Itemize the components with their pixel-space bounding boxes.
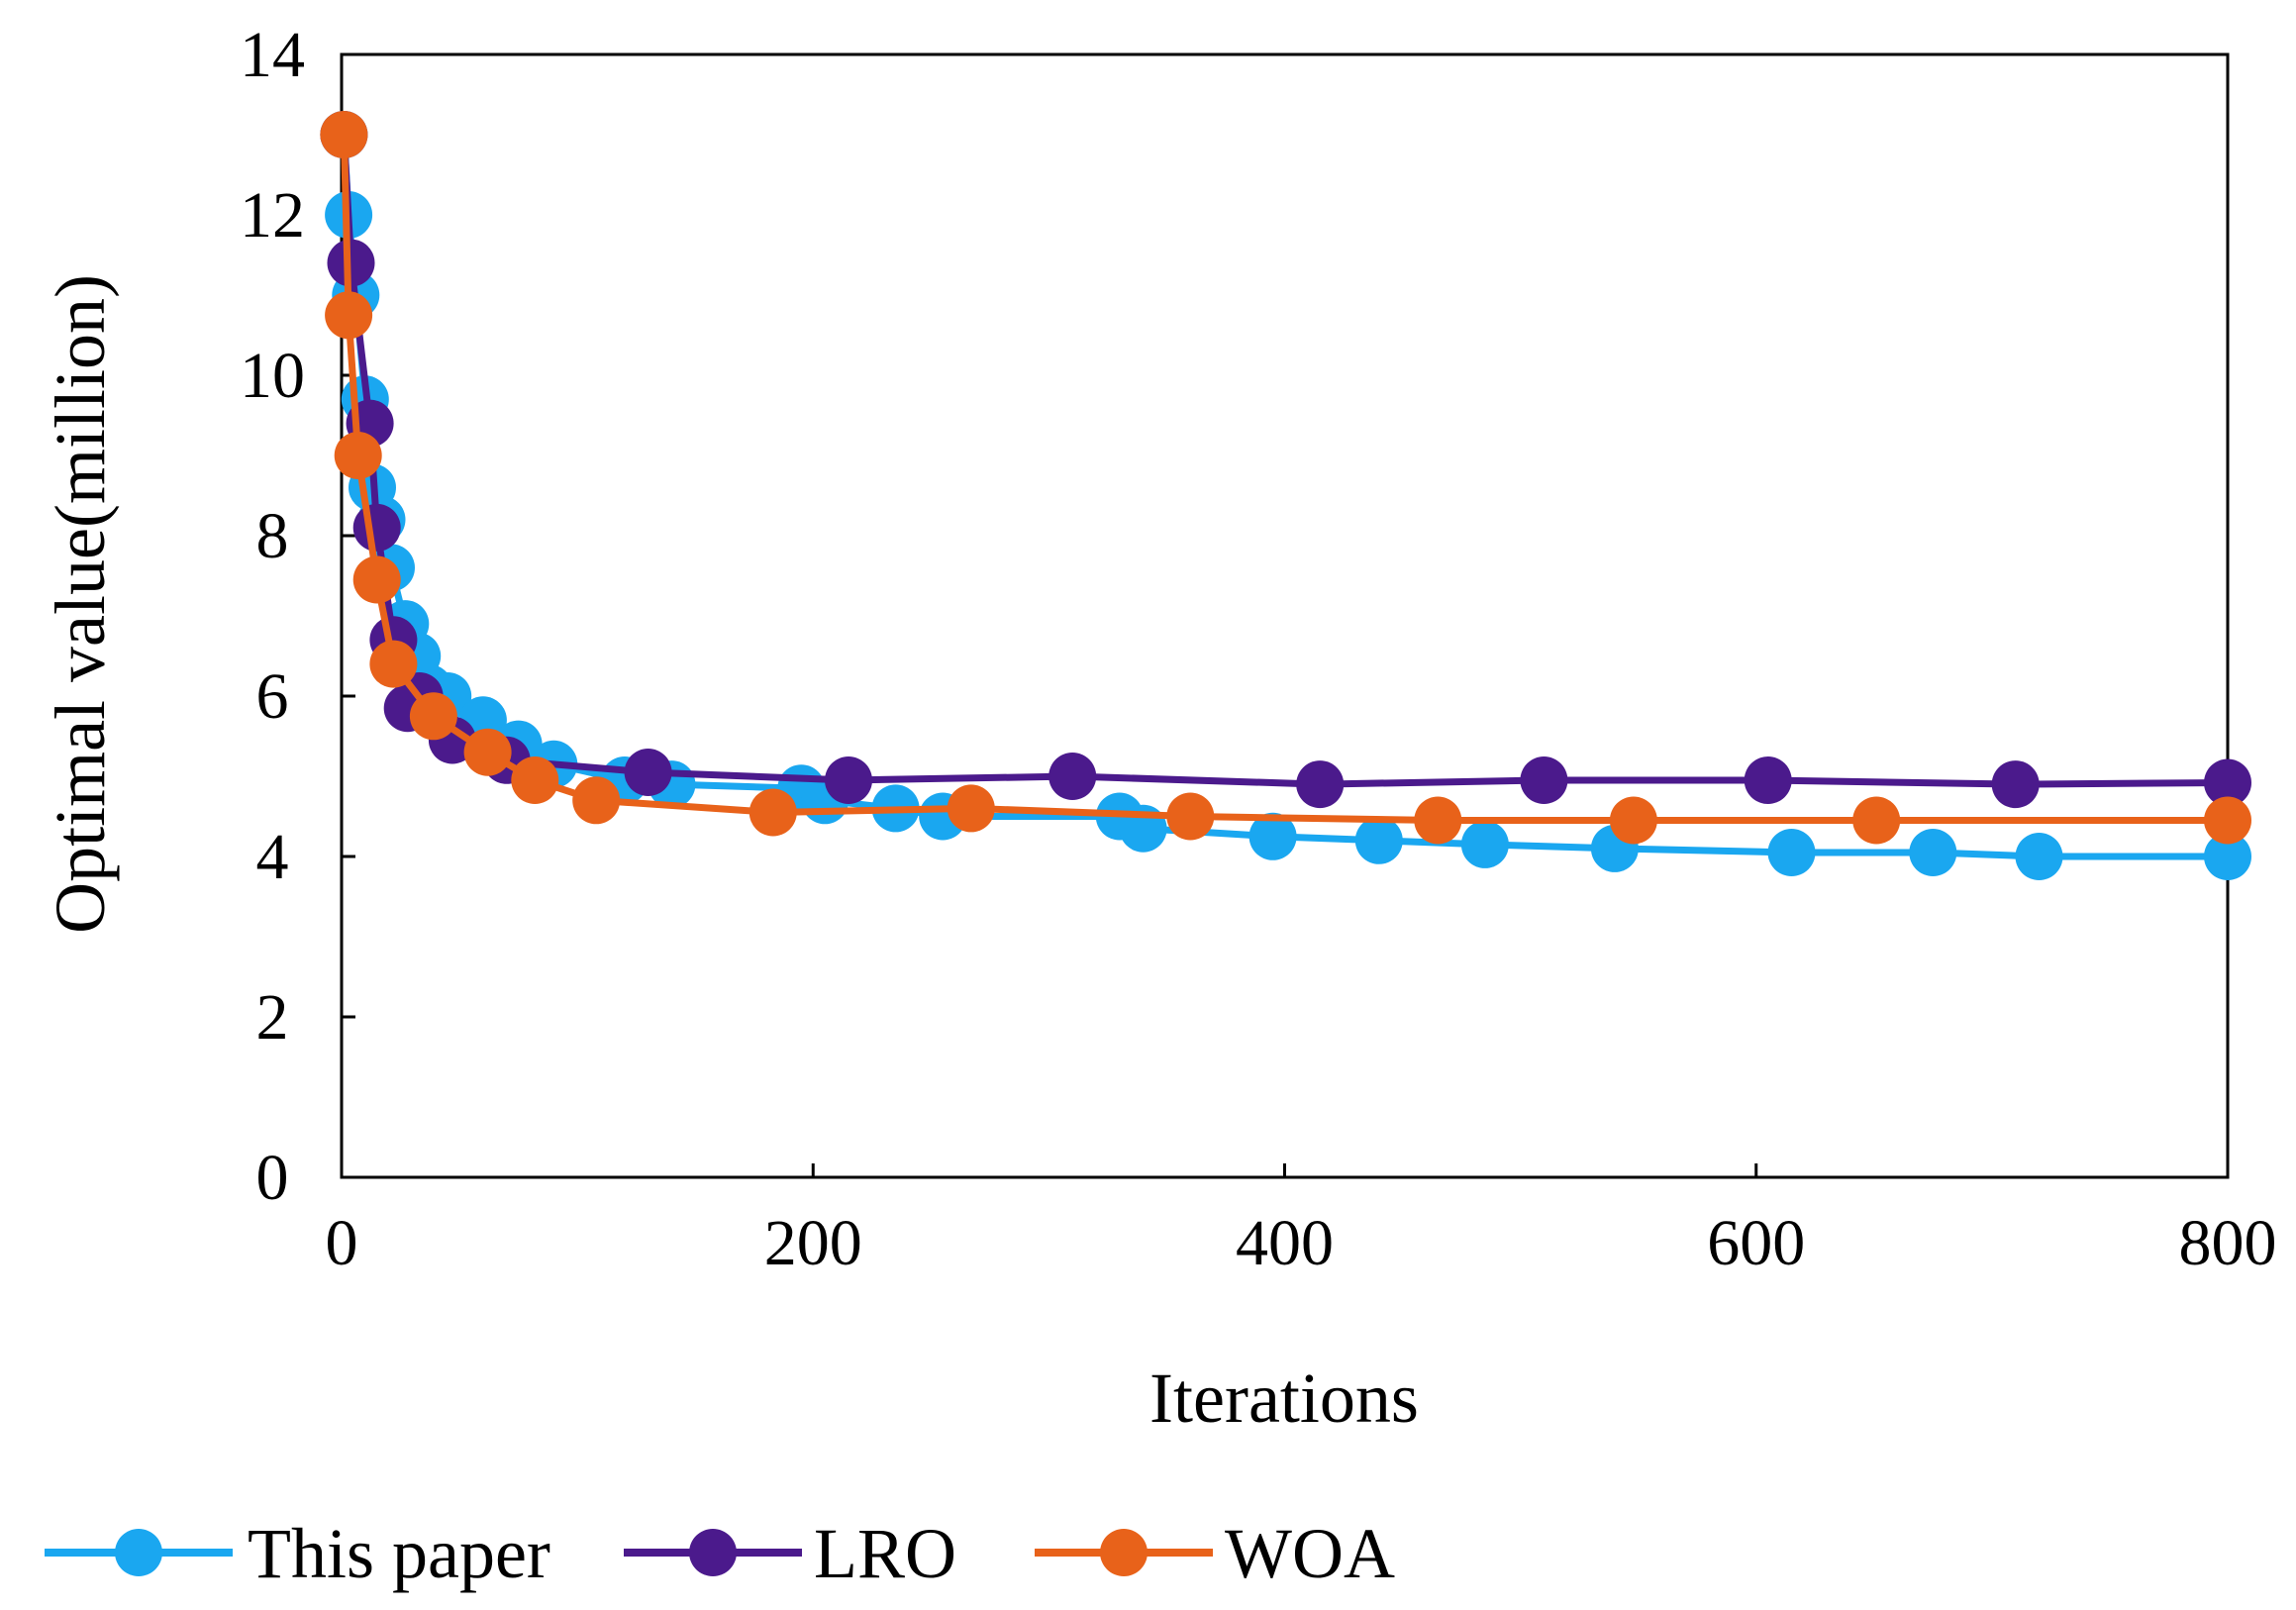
legend-label-woa: WOA bbox=[1225, 1514, 1395, 1593]
y-tick-label: 8 bbox=[256, 500, 289, 572]
series-line-lro bbox=[340, 134, 2229, 788]
data-point-this-paper bbox=[1909, 829, 1957, 876]
data-point-lro bbox=[327, 239, 375, 287]
legend-marker-woa bbox=[1100, 1529, 1148, 1576]
data-point-woa bbox=[749, 788, 797, 837]
x-tick-label: 600 bbox=[1707, 1207, 1805, 1279]
y-axis-ticks: 0 2 4 6 8 10 12 14 bbox=[240, 19, 355, 1214]
data-point-this-paper bbox=[1248, 812, 1297, 860]
data-point-lro bbox=[624, 749, 672, 796]
x-axis-ticks: 0 200 400 600 800 bbox=[326, 1163, 2277, 1279]
y-tick-label: 6 bbox=[256, 660, 289, 733]
data-point-woa bbox=[409, 692, 457, 741]
data-point-lro bbox=[1048, 753, 1097, 800]
data-point-woa bbox=[947, 784, 995, 833]
data-point-woa bbox=[325, 291, 373, 340]
data-point-woa bbox=[334, 432, 382, 479]
data-point-woa bbox=[320, 111, 368, 158]
data-point-woa bbox=[352, 555, 401, 604]
x-tick-label: 400 bbox=[1236, 1207, 1334, 1279]
data-point-this-paper bbox=[1460, 820, 1509, 868]
series-line-woa bbox=[340, 134, 2228, 824]
x-axis-title: Iterations bbox=[1149, 1358, 1419, 1438]
y-tick-label: 12 bbox=[240, 179, 305, 252]
legend: This paper LRO WOA bbox=[45, 1514, 1395, 1593]
data-point-woa bbox=[1166, 792, 1215, 841]
legend-label-this-paper: This paper bbox=[248, 1514, 550, 1593]
data-point-lro bbox=[1296, 760, 1345, 809]
data-point-lro bbox=[1744, 756, 1792, 804]
data-point-woa bbox=[511, 756, 559, 804]
data-point-lro bbox=[1991, 760, 2040, 809]
legend-marker-lro bbox=[689, 1529, 737, 1576]
data-point-lro bbox=[825, 756, 872, 804]
series-woa bbox=[320, 111, 2251, 845]
data-point-this-paper bbox=[2015, 833, 2063, 880]
y-tick-label: 14 bbox=[240, 19, 305, 91]
series-layer bbox=[320, 111, 2251, 880]
x-tick-label: 800 bbox=[2179, 1207, 2277, 1279]
x-tick-label: 200 bbox=[764, 1207, 862, 1279]
data-point-lro bbox=[2204, 758, 2251, 807]
data-point-lro bbox=[352, 503, 401, 552]
data-point-lro bbox=[1520, 756, 1568, 804]
data-point-woa bbox=[369, 640, 418, 688]
series-this-paper bbox=[320, 111, 2251, 880]
y-tick-label: 10 bbox=[240, 340, 305, 412]
y-tick-label: 2 bbox=[256, 981, 289, 1054]
plot-area-frame bbox=[340, 52, 2230, 1179]
y-axis-title: Optimal value(million) bbox=[41, 274, 120, 934]
data-point-woa bbox=[1414, 796, 1462, 845]
y-tick-label: 4 bbox=[256, 821, 289, 893]
data-point-woa bbox=[1852, 796, 1901, 845]
y-tick-label: 0 bbox=[256, 1142, 289, 1214]
series-lro bbox=[320, 111, 2251, 809]
legend-label-lro: LRO bbox=[814, 1514, 956, 1593]
x-tick-label: 0 bbox=[326, 1207, 358, 1279]
data-point-woa bbox=[1609, 796, 1657, 845]
data-point-this-paper bbox=[1767, 829, 1816, 876]
data-point-woa bbox=[463, 728, 512, 776]
legend-marker-this-paper bbox=[115, 1529, 162, 1576]
series-line-this-paper bbox=[340, 134, 2228, 860]
data-point-woa bbox=[2204, 796, 2251, 845]
data-point-woa bbox=[572, 776, 621, 825]
data-point-this-paper bbox=[1354, 816, 1403, 864]
data-point-this-paper bbox=[2204, 833, 2251, 880]
